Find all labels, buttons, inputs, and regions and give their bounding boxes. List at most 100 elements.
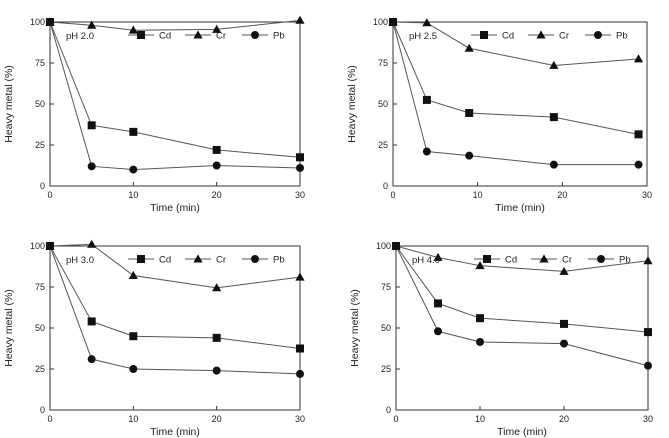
data-point-pb: [296, 369, 304, 378]
x-tick-label: 30: [642, 190, 652, 200]
legend-marker-cr: [193, 254, 203, 263]
series-line-cr: [392, 21, 639, 66]
chart-panel-2: 0 25 50 75 100 0 10 20 30 Time (min) Heavy metal (…: [346, 17, 652, 214]
data-point-pb: [46, 18, 54, 26]
legend-marker-pb: [594, 31, 602, 39]
data-point-cr: [475, 261, 485, 270]
data-point-cd: [549, 113, 558, 122]
data-point-cr: [549, 60, 559, 69]
x-axis-label: Time (min): [495, 202, 545, 214]
x-axis-label: Time (min): [150, 202, 200, 214]
legend-label: Cr: [562, 255, 572, 266]
x-tick-label: 20: [212, 190, 222, 200]
x-tick-label: 10: [128, 414, 138, 424]
data-point-pb: [87, 355, 96, 364]
x-tick-label: 30: [295, 190, 305, 200]
legend-label: Pb: [273, 31, 285, 42]
series-line-pb: [49, 21, 301, 171]
plot-frame: [49, 21, 301, 187]
data-point-pb: [465, 151, 474, 160]
data-point-cr: [295, 272, 305, 281]
legend-marker-pb: [597, 255, 605, 263]
data-point-pb: [549, 160, 558, 169]
x-tick-label: 10: [475, 414, 485, 424]
y-tick-label: 100: [30, 17, 45, 27]
data-point-pb: [296, 163, 304, 172]
data-point-cd: [465, 109, 474, 118]
legend-label: Cr: [216, 31, 226, 42]
y-tick-label: 100: [30, 241, 45, 251]
y-tick-label: 75: [378, 58, 388, 68]
y-tick-label: 0: [40, 181, 45, 191]
legend-label: Cd: [159, 31, 171, 42]
data-point-cr: [87, 20, 97, 29]
x-tick-label: 0: [393, 414, 398, 424]
y-tick-label: 25: [381, 364, 391, 374]
y-tick-label: 50: [35, 323, 45, 333]
ph-annotation: pH 2.0: [66, 31, 94, 42]
legend-marker-cd: [137, 31, 145, 39]
legend-label: Pb: [273, 255, 285, 266]
data-point-pb: [634, 160, 643, 169]
y-tick-label: 0: [383, 181, 388, 191]
data-point-cr: [559, 266, 569, 275]
y-tick-label: 75: [381, 282, 391, 292]
legend-label: Cr: [216, 255, 226, 266]
data-point-cd: [296, 153, 304, 162]
data-point-cr: [128, 270, 138, 279]
legend-label: Pb: [616, 31, 628, 42]
y-axis-label: Heavy metal (%): [3, 65, 15, 143]
y-tick-label: 25: [378, 140, 388, 150]
y-tick-label: 75: [35, 282, 45, 292]
x-tick-label: 0: [390, 190, 395, 200]
data-point-cr: [295, 15, 305, 24]
data-point-cr: [464, 43, 474, 52]
ph-annotation: pH 2.5: [409, 31, 437, 42]
data-point-cd: [87, 317, 96, 326]
y-tick-label: 25: [35, 364, 45, 374]
y-axis-label: Heavy metal (%): [349, 289, 361, 367]
data-point-cd: [296, 344, 304, 353]
data-point-cd: [129, 127, 138, 136]
data-point-pb: [129, 365, 138, 373]
data-point-pb: [392, 242, 400, 250]
legend-label: Cr: [559, 31, 569, 42]
data-point-cr: [212, 24, 222, 33]
x-tick-label: 20: [559, 414, 569, 424]
x-tick-label: 20: [212, 414, 222, 424]
x-axis-label: Time (min): [497, 426, 547, 438]
y-axis-label: Heavy metal (%): [346, 65, 358, 143]
data-point-cd: [644, 328, 652, 337]
y-axis-label: Heavy metal (%): [3, 289, 15, 367]
data-point-cd: [212, 145, 221, 154]
legend-label: Cd: [502, 31, 514, 42]
data-point-pb: [389, 18, 397, 26]
legend-marker-cr: [193, 30, 203, 39]
legend-marker-cd: [480, 31, 488, 39]
legend-marker-cr: [539, 254, 549, 263]
legend-label: Pb: [619, 255, 631, 266]
data-point-cd: [634, 130, 643, 139]
x-tick-label: 10: [473, 190, 483, 200]
data-point-pb: [422, 147, 431, 156]
chart-panel-1: 0 25 50 75 100 0 10 20 30 Time (min) Heavy metal (…: [3, 15, 305, 214]
data-point-pb: [212, 366, 221, 375]
y-tick-label: 100: [373, 17, 388, 27]
legend-marker-pb: [251, 31, 259, 39]
data-point-cr: [433, 252, 443, 261]
x-tick-label: 30: [295, 414, 305, 424]
data-point-cd: [434, 299, 442, 308]
x-tick-label: 0: [47, 190, 52, 200]
x-tick-label: 30: [643, 414, 653, 424]
y-tick-label: 0: [40, 405, 45, 415]
x-axis-label: Time (min): [150, 426, 200, 438]
y-tick-label: 75: [35, 58, 45, 68]
data-point-pb: [476, 337, 484, 346]
data-point-cr: [422, 18, 432, 27]
data-point-cr: [128, 25, 138, 34]
legend-marker-pb: [251, 255, 259, 263]
chart-panel-4: 0 25 50 75 100 0 10 20 30 Time (min) Heavy metal (…: [349, 241, 653, 438]
ph-annotation: pH 3.0: [66, 255, 94, 266]
data-point-cr: [643, 256, 653, 265]
